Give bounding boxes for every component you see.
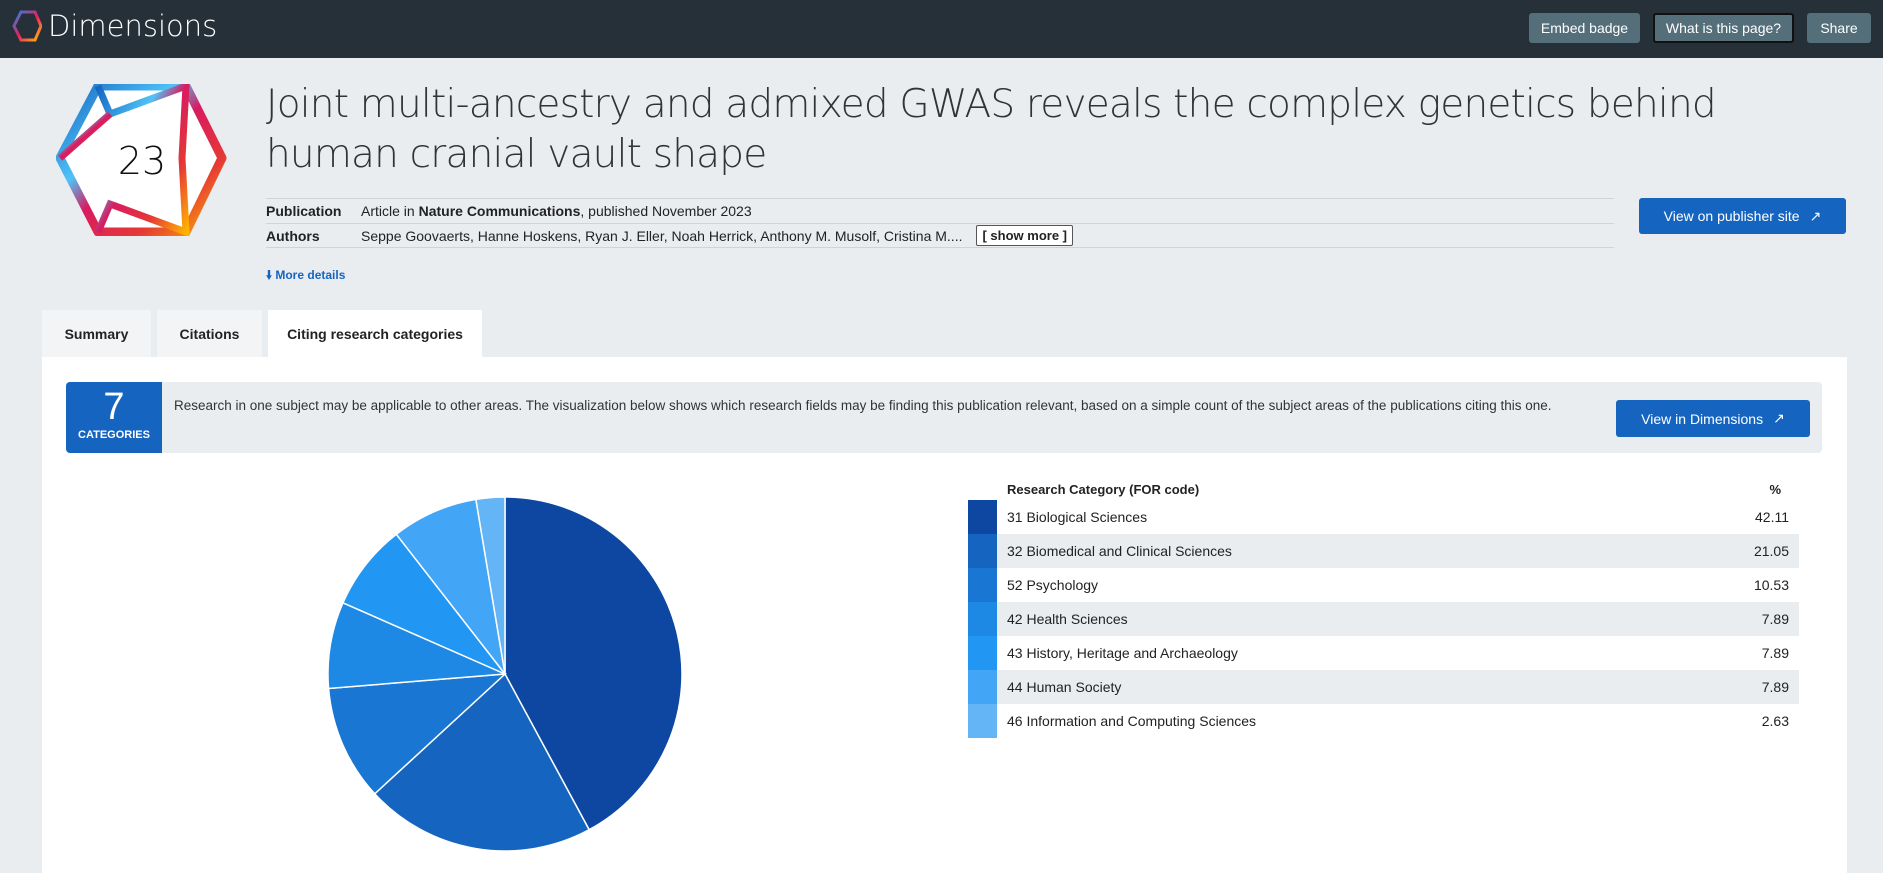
category-name: 42 Health Sciences: [1007, 611, 1128, 627]
color-swatch: [968, 636, 997, 670]
more-details-link[interactable]: 🠛 More details: [266, 266, 345, 287]
column-header-percent: %: [1769, 481, 1781, 497]
dimensions-logo[interactable]: Dimensions: [12, 9, 217, 43]
color-swatch: [968, 670, 997, 704]
badge-score: 23: [118, 139, 166, 183]
category-name: 46 Information and Computing Sciences: [1007, 713, 1257, 729]
pie-slice[interactable]: [475, 496, 506, 675]
table-header: Research Category (FOR code) %: [968, 478, 1799, 500]
category-name: 52 Psychology: [1007, 577, 1099, 593]
publication-info: Article in Nature Communications, publis…: [361, 203, 752, 219]
what-is-this-page-button[interactable]: What is this page?: [1653, 13, 1794, 43]
view-in-dimensions-label: View in Dimensions: [1641, 410, 1764, 427]
category-percent: 2.63: [1761, 713, 1789, 729]
pie-slice[interactable]: [327, 673, 508, 795]
authors-list: Seppe Goovaerts, Hanne Hoskens, Ryan J. …: [361, 227, 963, 244]
category-percent: 7.89: [1761, 645, 1789, 661]
publisher-button-label: View on publisher site: [1663, 208, 1800, 224]
category-percent: 7.89: [1761, 679, 1789, 695]
table-row[interactable]: 46 Information and Computing Sciences 2.6…: [968, 704, 1799, 738]
table-row[interactable]: 42 Health Sciences 7.89: [968, 602, 1799, 636]
color-swatch: [968, 534, 997, 568]
pie-chart: [327, 496, 683, 852]
color-swatch: [968, 704, 997, 738]
view-in-dimensions-button[interactable]: View in Dimensions ↗: [1616, 400, 1810, 437]
publication-meta: Publication Article in Nature Communicat…: [266, 198, 1614, 248]
dimensions-logo-icon: [12, 10, 42, 42]
external-link-icon: ↗: [1809, 207, 1822, 224]
brand-name: Dimensions: [48, 9, 218, 43]
journal-name: Nature Communications: [418, 203, 581, 219]
share-button[interactable]: Share: [1807, 13, 1871, 43]
table-row[interactable]: 52 Psychology 10.53: [968, 568, 1799, 602]
category-name: 32 Biomedical and Clinical Sciences: [1007, 543, 1232, 559]
column-header-category: Research Category (FOR code): [1007, 481, 1200, 497]
view-on-publisher-button[interactable]: View on publisher site ↗: [1639, 198, 1846, 234]
color-swatch: [968, 568, 997, 602]
page-title: Joint multi-ancestry and admixed GWAS re…: [266, 82, 1717, 177]
categories-count: 7: [103, 386, 125, 428]
category-name: 44 Human Society: [1007, 679, 1122, 695]
category-percent: 10.53: [1753, 577, 1789, 593]
show-more-button[interactable]: [ show more ]: [976, 225, 1073, 246]
publication-label: Publication: [266, 203, 342, 219]
color-swatch: [968, 602, 997, 636]
embed-badge-button[interactable]: Embed badge: [1529, 13, 1640, 43]
category-percent: 21.05: [1753, 543, 1789, 559]
tab-citing-research-categories[interactable]: Citing research categories: [268, 310, 482, 357]
arrow-down-icon: 🠛: [266, 268, 273, 282]
table-row[interactable]: 32 Biomedical and Clinical Sciences 21.05: [968, 534, 1799, 568]
info-text: Research in one subject may be applicabl…: [174, 398, 1552, 413]
category-name: 31 Biological Sciences: [1007, 509, 1148, 525]
pie-slice[interactable]: [373, 672, 591, 852]
research-category-table: Research Category (FOR code) % 31 Biolog…: [968, 478, 1799, 738]
category-percent: 42.11: [1755, 509, 1789, 525]
categories-label: CATEGORIES: [78, 429, 150, 441]
publication-prefix: Article in: [361, 203, 419, 219]
tab-citations[interactable]: Citations: [157, 310, 262, 357]
category-name: 43 History, Heritage and Archaeology: [1007, 645, 1238, 661]
categories-count-box: 7 CATEGORIES: [66, 382, 162, 453]
altmetric-badge[interactable]: 23: [55, 80, 228, 241]
color-swatch: [968, 500, 997, 534]
table-row[interactable]: 31 Biological Sciences 42.11: [968, 500, 1799, 534]
external-link-icon: ↗: [1773, 410, 1785, 426]
table-row[interactable]: 43 History, Heritage and Archaeology 7.89: [968, 636, 1799, 670]
pie-slice[interactable]: [504, 496, 683, 831]
top-nav: Dimensions Embed badge What is this page…: [0, 0, 1883, 58]
authors-label: Authors: [266, 227, 320, 244]
table-row[interactable]: 44 Human Society 7.89: [968, 670, 1799, 704]
categories-info-bar: 7 CATEGORIES Research in one subject may…: [66, 382, 1822, 453]
publication-date: , published November 2023: [580, 203, 752, 219]
more-details-label: More details: [275, 268, 346, 282]
tab-summary[interactable]: Summary: [42, 310, 151, 357]
category-percent: 7.89: [1761, 611, 1789, 627]
